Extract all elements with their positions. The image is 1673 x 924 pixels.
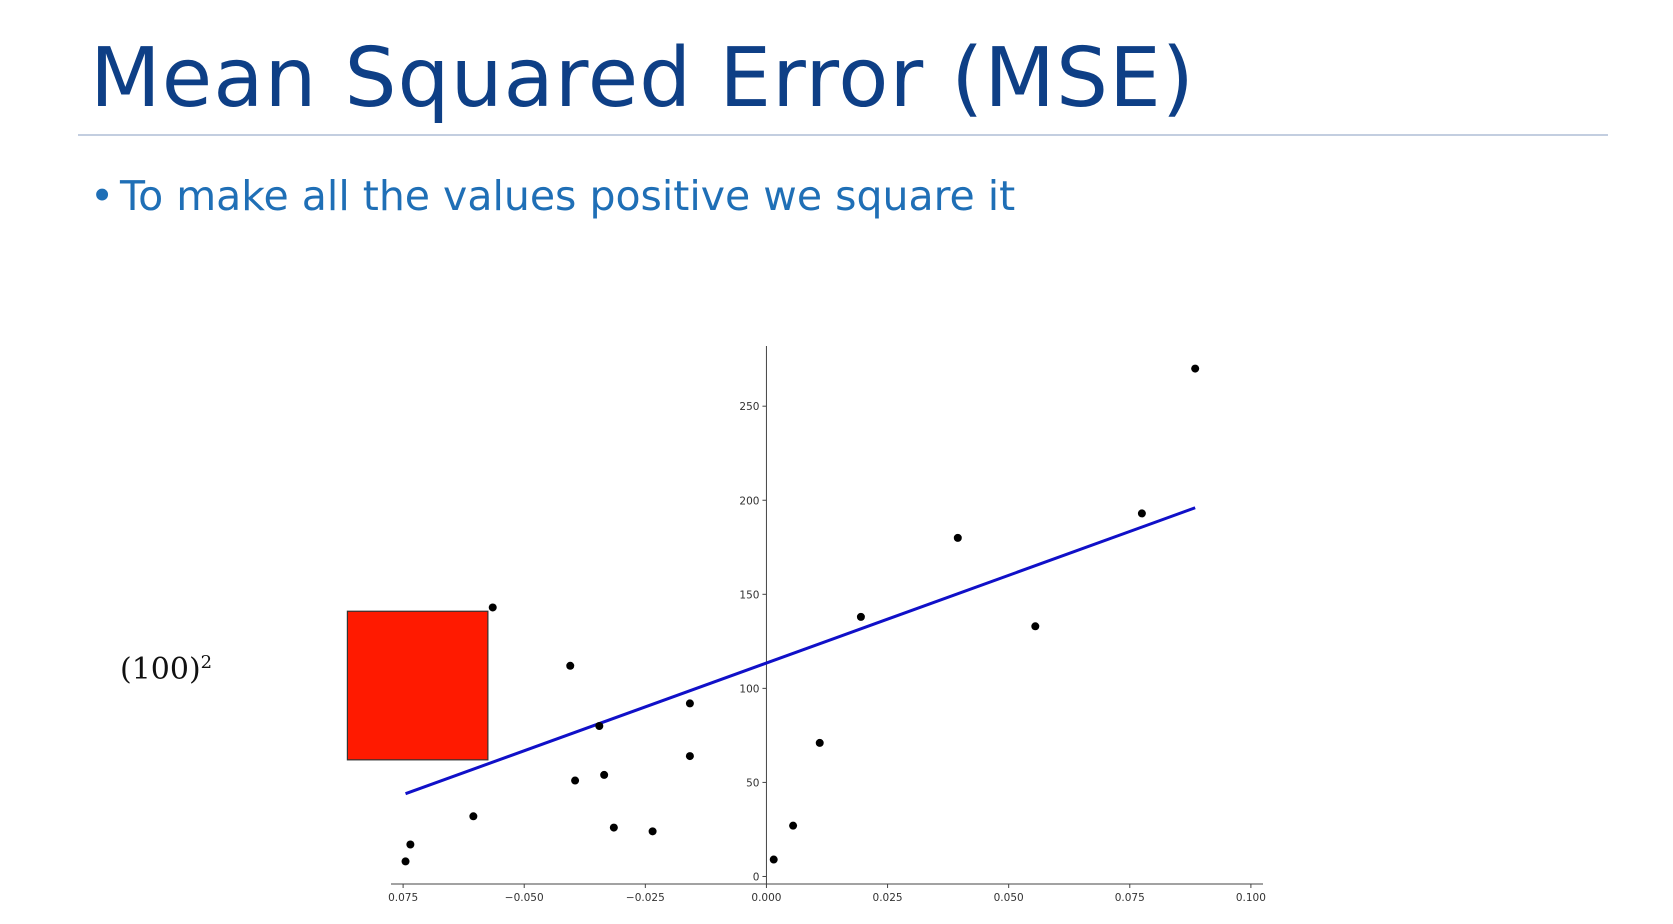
x-tick-label: 0.050 — [994, 892, 1024, 904]
squared-error-square — [346, 610, 489, 761]
y-tick-label: 0 — [753, 871, 760, 883]
data-point — [600, 770, 609, 779]
data-point — [685, 752, 694, 761]
data-point — [1031, 622, 1040, 631]
y-tick-label: 200 — [739, 495, 759, 507]
data-point — [609, 823, 618, 832]
y-tick-label: 50 — [746, 777, 759, 789]
bullet-item: • To make all the values positive we squa… — [90, 172, 1015, 220]
y-tick-label: 250 — [739, 401, 759, 413]
data-point — [595, 721, 604, 730]
y-tick-label: 150 — [739, 589, 759, 601]
x-tick-label: 0.075 — [1115, 892, 1145, 904]
data-point — [401, 857, 410, 866]
data-point — [769, 855, 778, 864]
data-point — [406, 840, 415, 849]
data-point — [488, 603, 497, 612]
data-point — [953, 533, 962, 542]
title-divider — [78, 134, 1608, 136]
data-point — [815, 738, 824, 747]
x-tick-label: −0.050 — [505, 892, 544, 904]
slide-title: Mean Squared Error (MSE) — [90, 31, 1195, 126]
data-point — [685, 699, 694, 708]
data-point — [648, 827, 657, 836]
x-tick-label: −0.025 — [626, 892, 665, 904]
data-point — [1137, 509, 1146, 518]
data-point — [789, 821, 798, 830]
x-tick-label: 0.100 — [1236, 892, 1266, 904]
squared-error-exponent: 2 — [200, 652, 213, 673]
bullet-dot-icon: • — [90, 172, 115, 220]
data-point — [566, 661, 575, 670]
squared-error-label: (100)2 — [120, 652, 212, 687]
x-tick-label: 0.025 — [873, 892, 903, 904]
x-tick-label: 0.000 — [751, 892, 781, 904]
y-tick-label: 100 — [739, 683, 759, 695]
data-point — [469, 812, 478, 821]
bullet-text: To make all the values positive we squar… — [120, 172, 1016, 220]
regression-line — [405, 506, 1196, 796]
data-point — [856, 612, 865, 621]
data-point — [1191, 364, 1200, 373]
x-tick-label: 0.075 — [388, 892, 418, 904]
data-point — [571, 776, 580, 785]
squared-error-base: (100) — [120, 652, 201, 687]
